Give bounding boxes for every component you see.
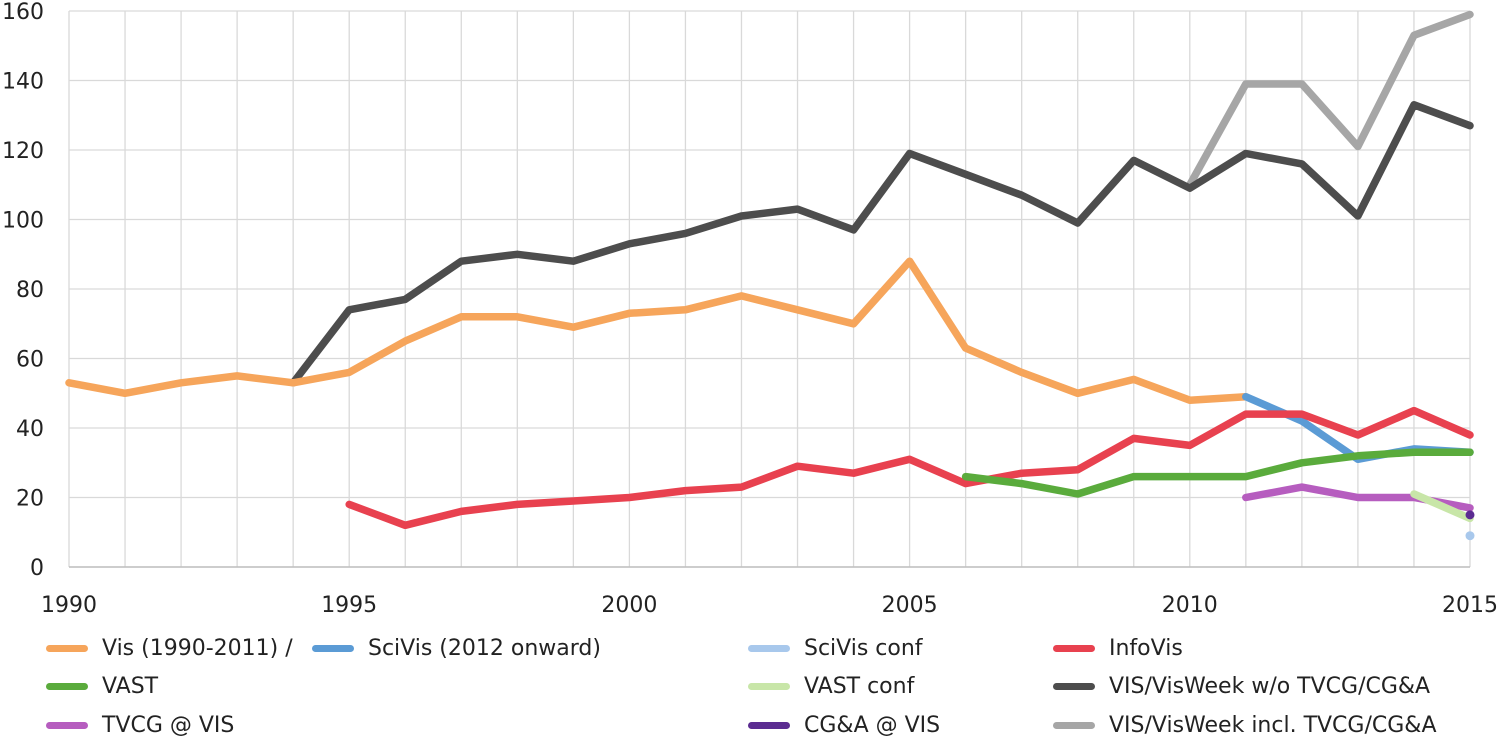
series-line-vast — [961, 448, 1474, 498]
legend-swatch — [748, 721, 790, 729]
x-tick-label: 2010 — [1162, 593, 1218, 618]
legend-swatch — [748, 682, 790, 690]
legend-item: VIS/VisWeek incl. TVCG/CG&A — [1053, 707, 1437, 743]
series-point-scivis-conf — [1465, 531, 1475, 541]
chart-legend: VIS/VisWeek incl. TVCG/CG&A VIS/VisWeek w… — [0, 620, 1500, 741]
legend-item: VAST — [46, 668, 158, 704]
series-line-vast-conf — [1410, 490, 1474, 523]
legend-swatch — [312, 644, 354, 652]
x-tick-label: 2000 — [601, 593, 657, 618]
y-tick-label: 80 — [16, 278, 44, 303]
legend-swatch — [748, 644, 790, 652]
legend-swatch — [46, 721, 88, 729]
y-tick-label: 140 — [2, 70, 44, 95]
legend-label: VIS/VisWeek incl. TVCG/CG&A — [1109, 712, 1437, 738]
series-line-vis-1990-2011 — [65, 257, 1250, 404]
legend-label: Vis (1990-2011) / — [102, 635, 293, 661]
legend-label: TVCG @ VIS — [102, 712, 235, 738]
legend-label: CG&A @ VIS — [804, 712, 941, 738]
legend-swatch — [1053, 721, 1095, 729]
legend-swatch — [46, 682, 88, 690]
grid-lines — [68, 10, 1471, 568]
legend-item: TVCG @ VIS — [46, 707, 234, 743]
y-tick-label: 20 — [16, 487, 44, 512]
line-chart: 0 20 40 60 80 100 120 140 160 1990 1995 2000 2005 20… — [2, 0, 1498, 618]
legend-item: VAST conf — [748, 668, 914, 704]
legend-swatch — [46, 644, 88, 652]
x-tick-label: 2005 — [882, 593, 938, 618]
legend-item: VIS/VisWeek w/o TVCG/CG&A — [1053, 668, 1430, 704]
x-tick-label: 1990 — [41, 593, 97, 618]
legend-label: VAST conf — [804, 673, 915, 699]
x-tick-label: 1995 — [321, 593, 377, 618]
y-tick-label: 100 — [2, 209, 44, 234]
legend-item: CG&A @ VIS — [748, 707, 940, 743]
x-tick-label: 2015 — [1442, 593, 1498, 618]
legend-item: SciVis (2012 onward) — [312, 630, 601, 666]
y-tick-label: 0 — [30, 556, 44, 581]
series-line-vis-visweek-incl-tvcg-cg-a — [1186, 10, 1474, 189]
legend-item: InfoVis — [1053, 630, 1183, 666]
y-tick-label: 40 — [16, 417, 44, 442]
legend-item: Vis (1990-2011) / — [46, 630, 293, 666]
legend-label: VAST — [102, 673, 159, 699]
y-tick-label: 60 — [16, 348, 44, 373]
series-line-infovis — [345, 406, 1474, 530]
x-axis-tick-labels: 1990 1995 2000 2005 2010 2015 — [41, 593, 1498, 618]
y-tick-label: 160 — [2, 0, 44, 25]
legend-label: VIS/VisWeek w/o TVCG/CG&A — [1109, 673, 1431, 699]
legend-swatch — [1053, 682, 1095, 690]
series-line-vis-visweek-w-o-tvcg-cg-a — [289, 101, 1474, 387]
legend-label: InfoVis — [1109, 635, 1183, 661]
series-lines — [65, 10, 1475, 541]
legend-label: SciVis (2012 onward) — [368, 635, 601, 661]
series-point-cg-a-vis — [1465, 510, 1475, 520]
y-axis-tick-labels: 0 20 40 60 80 100 120 140 160 — [2, 0, 44, 581]
legend-item: SciVis conf — [748, 630, 923, 666]
legend-label: SciVis conf — [804, 635, 923, 661]
legend-swatch — [1053, 644, 1095, 652]
y-tick-label: 120 — [2, 139, 44, 164]
